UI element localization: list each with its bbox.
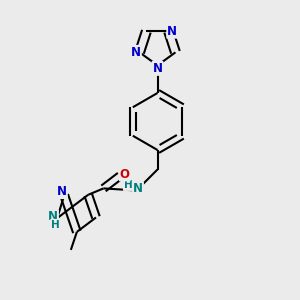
Text: N: N xyxy=(48,210,58,224)
Text: N: N xyxy=(167,25,177,38)
Text: N: N xyxy=(133,182,143,196)
Text: N: N xyxy=(152,62,163,75)
Text: O: O xyxy=(120,167,130,181)
Text: N: N xyxy=(57,185,67,198)
Text: H: H xyxy=(51,220,60,230)
Text: H: H xyxy=(124,180,133,190)
Text: N: N xyxy=(131,46,141,59)
